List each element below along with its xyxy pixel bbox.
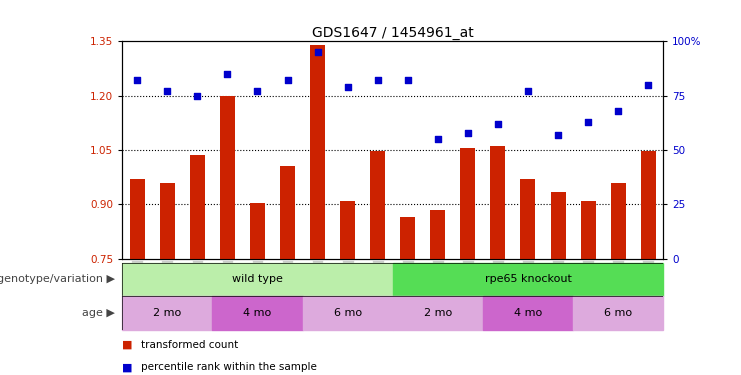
Bar (491, 146, 505, 259)
Bar (580, 201, 596, 259)
Bar (551, 192, 565, 259)
Bar (393, 296, 483, 330)
Text: transformed count: transformed count (141, 340, 238, 350)
Bar (122, 296, 213, 330)
Bar (400, 217, 415, 259)
Bar (641, 151, 656, 259)
Bar (250, 202, 265, 259)
Point (282, 77, 293, 83)
Bar (573, 296, 663, 330)
Bar (220, 96, 235, 259)
Title: GDS1647 / 1454961_at: GDS1647 / 1454961_at (312, 26, 473, 40)
Bar (310, 45, 325, 259)
Text: wild type: wild type (232, 274, 283, 284)
Point (372, 77, 384, 83)
Text: rpe65 knockout: rpe65 knockout (485, 274, 571, 284)
Bar (122, 262, 393, 296)
Point (251, 88, 264, 94)
Point (552, 132, 564, 138)
Bar (280, 166, 295, 259)
Point (191, 93, 203, 99)
Text: 4 mo: 4 mo (514, 308, 542, 318)
Text: ■: ■ (122, 363, 133, 372)
Point (642, 82, 654, 88)
Point (462, 130, 473, 136)
Text: percentile rank within the sample: percentile rank within the sample (141, 363, 316, 372)
Bar (302, 296, 393, 330)
Bar (340, 201, 355, 259)
Text: ■: ■ (122, 340, 133, 350)
Bar (460, 148, 476, 259)
Text: age ▶: age ▶ (82, 308, 115, 318)
Point (222, 71, 233, 77)
Text: 4 mo: 4 mo (243, 308, 272, 318)
Point (522, 88, 534, 94)
Text: 6 mo: 6 mo (333, 308, 362, 318)
Bar (190, 155, 205, 259)
Bar (370, 151, 385, 259)
Point (131, 77, 143, 83)
Point (402, 77, 413, 83)
Bar (611, 183, 625, 259)
Bar (130, 179, 144, 259)
Text: 2 mo: 2 mo (153, 308, 182, 318)
Point (432, 136, 444, 142)
Point (342, 84, 353, 90)
Point (492, 121, 504, 127)
Point (162, 88, 173, 94)
Bar (213, 296, 302, 330)
Bar (520, 179, 536, 259)
Bar (431, 210, 445, 259)
Point (612, 108, 624, 114)
Point (582, 119, 594, 125)
Text: genotype/variation ▶: genotype/variation ▶ (0, 274, 115, 284)
Text: 2 mo: 2 mo (424, 308, 452, 318)
Bar (393, 262, 663, 296)
Point (312, 49, 324, 55)
Text: 6 mo: 6 mo (604, 308, 632, 318)
Bar (483, 296, 573, 330)
Bar (160, 183, 175, 259)
